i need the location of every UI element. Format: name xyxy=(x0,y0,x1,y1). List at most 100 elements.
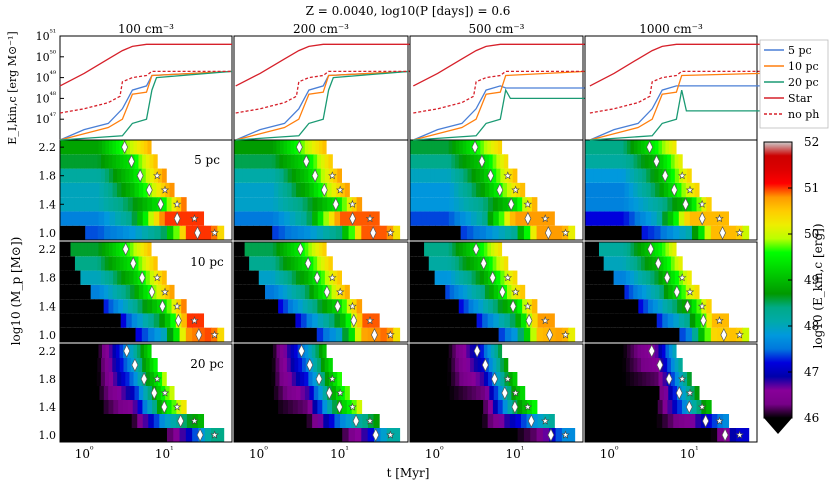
heatmap-cell xyxy=(278,313,285,328)
heatmap-cell xyxy=(149,358,154,372)
heatmap-cell xyxy=(592,358,597,372)
heatmap-cell xyxy=(466,140,471,155)
heatmap-cell xyxy=(238,299,245,314)
heatmap-cell xyxy=(345,414,352,428)
heatmap-cell xyxy=(324,270,330,285)
heatmap-cell xyxy=(593,386,599,400)
heatmap-cell xyxy=(458,182,464,198)
heatmap-cell xyxy=(685,327,693,342)
heatmap-cell xyxy=(273,400,279,414)
heatmap-cell xyxy=(125,168,131,183)
heatmap-cell xyxy=(251,182,257,198)
heatmap-cell xyxy=(138,256,143,271)
heatmap-cell xyxy=(629,372,635,386)
heatmap-cell xyxy=(354,428,362,442)
heatmap-cell xyxy=(621,168,627,183)
heatmap-cell xyxy=(145,372,151,386)
heatmap-cell xyxy=(500,154,505,169)
heatmap-cell xyxy=(121,182,127,198)
heatmap-cell xyxy=(76,372,82,386)
heatmap-cell xyxy=(289,414,296,428)
heatmap-cell xyxy=(89,154,95,169)
sn-diamond-marker xyxy=(320,183,328,197)
heatmap-cell xyxy=(611,284,617,300)
heatmap-cell xyxy=(292,197,299,212)
heatmap-cell xyxy=(417,256,422,271)
heatmap-cell xyxy=(485,428,493,442)
sn-diamond-marker xyxy=(129,256,137,271)
heatmap-cell xyxy=(473,428,481,442)
heatmap-cell xyxy=(356,313,363,328)
heatmap-cell xyxy=(248,197,255,212)
heatmap-cell xyxy=(470,154,475,169)
heatmap-cell xyxy=(320,270,326,285)
heatmap-cell xyxy=(517,327,525,342)
heatmap-cell xyxy=(471,313,478,328)
heatmap-cell xyxy=(159,414,166,428)
star-marker xyxy=(348,301,357,310)
heatmap-cell xyxy=(81,386,87,400)
heatmap-cell xyxy=(329,225,337,240)
heatmap-cell xyxy=(284,327,292,342)
heatmap-cell xyxy=(166,225,174,240)
heatmap-cell xyxy=(615,182,621,198)
heatmap-cell xyxy=(147,299,153,314)
heatmap-cell xyxy=(373,211,380,226)
heatmap-cell xyxy=(344,386,350,400)
heatmap-cell xyxy=(498,225,506,240)
series-line-no_ph xyxy=(59,70,232,114)
heatmap-cell xyxy=(141,225,149,240)
heatmap-cell xyxy=(279,154,284,169)
heatmap-cell xyxy=(683,372,688,386)
heatmap-cell xyxy=(89,299,95,314)
heatmap-cell xyxy=(654,168,660,183)
heatmap-cell xyxy=(508,270,514,285)
heatmap-cell xyxy=(300,284,306,300)
heatmap-cell xyxy=(609,270,615,285)
heatmap-cell xyxy=(706,197,712,212)
heatmap-cell xyxy=(113,299,119,314)
heatmap-cell xyxy=(614,154,620,169)
heatmap-cell xyxy=(138,386,144,400)
heatmap-cell xyxy=(247,386,253,400)
heatmap-cell xyxy=(484,386,490,400)
heatmap-cell xyxy=(497,197,504,212)
y-tick-label: 1.0 xyxy=(39,429,57,442)
heatmap-cell xyxy=(672,140,677,155)
heatmap-cell xyxy=(356,414,363,428)
heatmap-cell xyxy=(239,313,246,328)
sn-diamond-marker xyxy=(507,197,515,212)
heatmap-cell xyxy=(455,358,460,372)
heatmap-cell xyxy=(89,358,95,372)
heatmap-cell xyxy=(234,270,239,285)
heatmap-cell xyxy=(317,211,324,226)
x-axis-label: t [Myr] xyxy=(387,466,430,480)
heatmap-cell xyxy=(333,168,338,183)
heatmap-cell xyxy=(272,225,280,240)
heatmap-cell xyxy=(605,140,611,155)
heatmap-cell xyxy=(593,372,598,386)
heatmap-cell xyxy=(98,211,105,226)
heatmap-cell xyxy=(76,414,83,428)
heatmap-cell xyxy=(101,242,107,257)
heatmap-cell xyxy=(93,256,98,271)
heatmap-cell xyxy=(300,168,305,183)
heatmap-cell xyxy=(462,154,467,169)
heatmap-cell xyxy=(431,242,436,257)
heatmap-cell xyxy=(438,168,444,183)
heatmap-cell xyxy=(689,211,696,226)
heatmap-cell xyxy=(610,428,618,442)
heatmap-cell xyxy=(658,140,663,155)
heatmap-cell xyxy=(248,242,253,257)
y-tick-label: 1.4 xyxy=(39,300,57,313)
heatmap-cell xyxy=(287,344,292,358)
heatmap-cell xyxy=(448,313,455,328)
sn-diamond-marker xyxy=(720,328,728,342)
heatmap-cell xyxy=(473,197,479,212)
heatmap-cell xyxy=(98,400,105,414)
heatmap-cell xyxy=(77,242,82,257)
heatmap-cell xyxy=(414,182,420,198)
heatmap-cell xyxy=(311,242,316,257)
heatmap-cell xyxy=(115,344,121,358)
heatmap-cell xyxy=(91,344,96,358)
